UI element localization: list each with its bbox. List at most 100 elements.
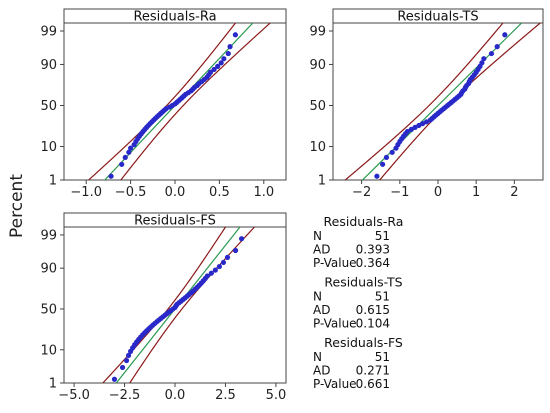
data-point — [123, 357, 130, 364]
stat-label: N — [313, 229, 322, 243]
stat-label: N — [313, 350, 322, 364]
x-tick-label: −1.0 — [70, 185, 102, 200]
plot-frame — [63, 8, 287, 181]
data-point — [494, 44, 500, 50]
stat-value: 51 — [375, 350, 390, 364]
confidence-band-lower — [87, 23, 237, 180]
y-tick-label: 90 — [309, 58, 326, 73]
y-tick-label: 1 — [49, 377, 57, 392]
stat-value: 0.271 — [356, 364, 390, 378]
panel-0: Residuals-Ra 1 10 50 90 99 −1.0 −0.5 0.0 0.5 1.0 — [40, 8, 287, 200]
data-point — [212, 267, 218, 273]
data-point — [218, 60, 224, 66]
y-tick-label: 90 — [40, 58, 57, 73]
stat-label: AD — [313, 364, 330, 378]
x-tick-label: −1 — [390, 185, 409, 200]
data-point — [216, 263, 222, 270]
panel-title: Residuals-TS — [397, 10, 478, 25]
fit-line — [361, 23, 523, 180]
stat-label: N — [313, 290, 322, 304]
x-tick-label: 0.0 — [165, 388, 186, 403]
x-tick-label: 2 — [510, 185, 518, 200]
data-point — [204, 273, 210, 279]
data-point — [239, 236, 245, 242]
stat-value: 0.661 — [356, 377, 390, 391]
y-tick-label: 10 — [309, 140, 326, 155]
stat-value: 0.393 — [356, 243, 390, 257]
data-point — [208, 270, 214, 276]
y-axis-label: Percent — [7, 174, 27, 238]
y-tick-label: 50 — [309, 99, 326, 114]
x-tick-label: 1.0 — [253, 185, 274, 200]
y-tick-label: 1 — [318, 174, 326, 189]
x-tick-label: 1 — [472, 185, 480, 200]
data-point — [119, 364, 126, 371]
data-point — [207, 69, 214, 75]
x-tick-label: −2 — [352, 185, 371, 200]
stat-label: P-Value — [313, 377, 357, 391]
y-tick-label: 99 — [40, 24, 57, 39]
data-point — [225, 50, 231, 57]
stat-block-title: Residuals-TS — [324, 275, 402, 290]
data-point — [232, 247, 239, 254]
data-point — [221, 56, 227, 62]
y-tick-label: 90 — [40, 262, 57, 277]
stat-value: 0.104 — [356, 317, 390, 331]
data-point — [215, 63, 221, 69]
stat-block-title: Residuals-Ra — [324, 214, 404, 229]
data-point — [481, 56, 487, 62]
stat-value: 51 — [375, 290, 390, 304]
data-point — [220, 259, 227, 266]
y-tick-label: 10 — [40, 140, 57, 155]
plot-frame — [63, 212, 287, 384]
x-tick-label: 0.0 — [165, 185, 186, 200]
data-point — [389, 149, 395, 155]
panel-1: Residuals-TS 1 10 50 90 99 −2 −1 0 1 2 — [309, 8, 544, 200]
stat-label: P-Value — [313, 256, 357, 270]
stat-value: 0.364 — [356, 256, 390, 270]
y-tick-label: 50 — [40, 302, 57, 317]
plot-frame — [332, 8, 544, 181]
y-tick-label: 10 — [40, 343, 57, 358]
data-point — [408, 126, 414, 133]
y-tick-label: 99 — [40, 228, 57, 243]
data-point — [211, 66, 217, 73]
data-point — [122, 154, 128, 161]
confidence-band-lower — [344, 23, 504, 180]
stat-block-title: Residuals-FS — [324, 335, 403, 350]
data-point — [404, 128, 411, 135]
data-point — [125, 352, 132, 359]
data-point — [111, 376, 118, 382]
confidence-band-upper — [120, 23, 272, 180]
confidence-band-upper — [129, 227, 256, 383]
x-tick-label: 0 — [434, 185, 442, 200]
y-tick-label: 99 — [309, 24, 326, 39]
x-tick-label: 5.0 — [266, 388, 287, 403]
data-point — [502, 32, 508, 38]
data-point — [128, 145, 134, 151]
data-point — [488, 50, 495, 57]
confidence-band-lower — [102, 227, 227, 383]
data-point — [126, 149, 132, 155]
data-point — [232, 32, 238, 38]
stat-label: AD — [313, 303, 330, 317]
data-point — [227, 44, 233, 50]
y-tick-label: 1 — [49, 174, 57, 189]
data-point — [383, 154, 390, 161]
x-tick-label: 2.5 — [215, 388, 236, 403]
x-tick-label: −0.5 — [115, 185, 147, 200]
x-tick-label: 0.5 — [209, 185, 230, 200]
data-point — [108, 173, 114, 179]
data-point — [479, 60, 485, 66]
panel-2: Residuals-FS 1 10 50 90 99 −5.0 −2.5 0.0 2.5 5.0 — [40, 212, 287, 403]
data-point — [374, 173, 380, 179]
panel-title: Residuals-FS — [134, 214, 216, 229]
data-point — [119, 161, 125, 167]
data-point — [224, 254, 231, 260]
stat-value: 0.615 — [356, 303, 390, 317]
x-tick-label: −2.5 — [109, 388, 141, 403]
stat-value: 51 — [375, 229, 390, 243]
stat-label: AD — [313, 243, 330, 257]
